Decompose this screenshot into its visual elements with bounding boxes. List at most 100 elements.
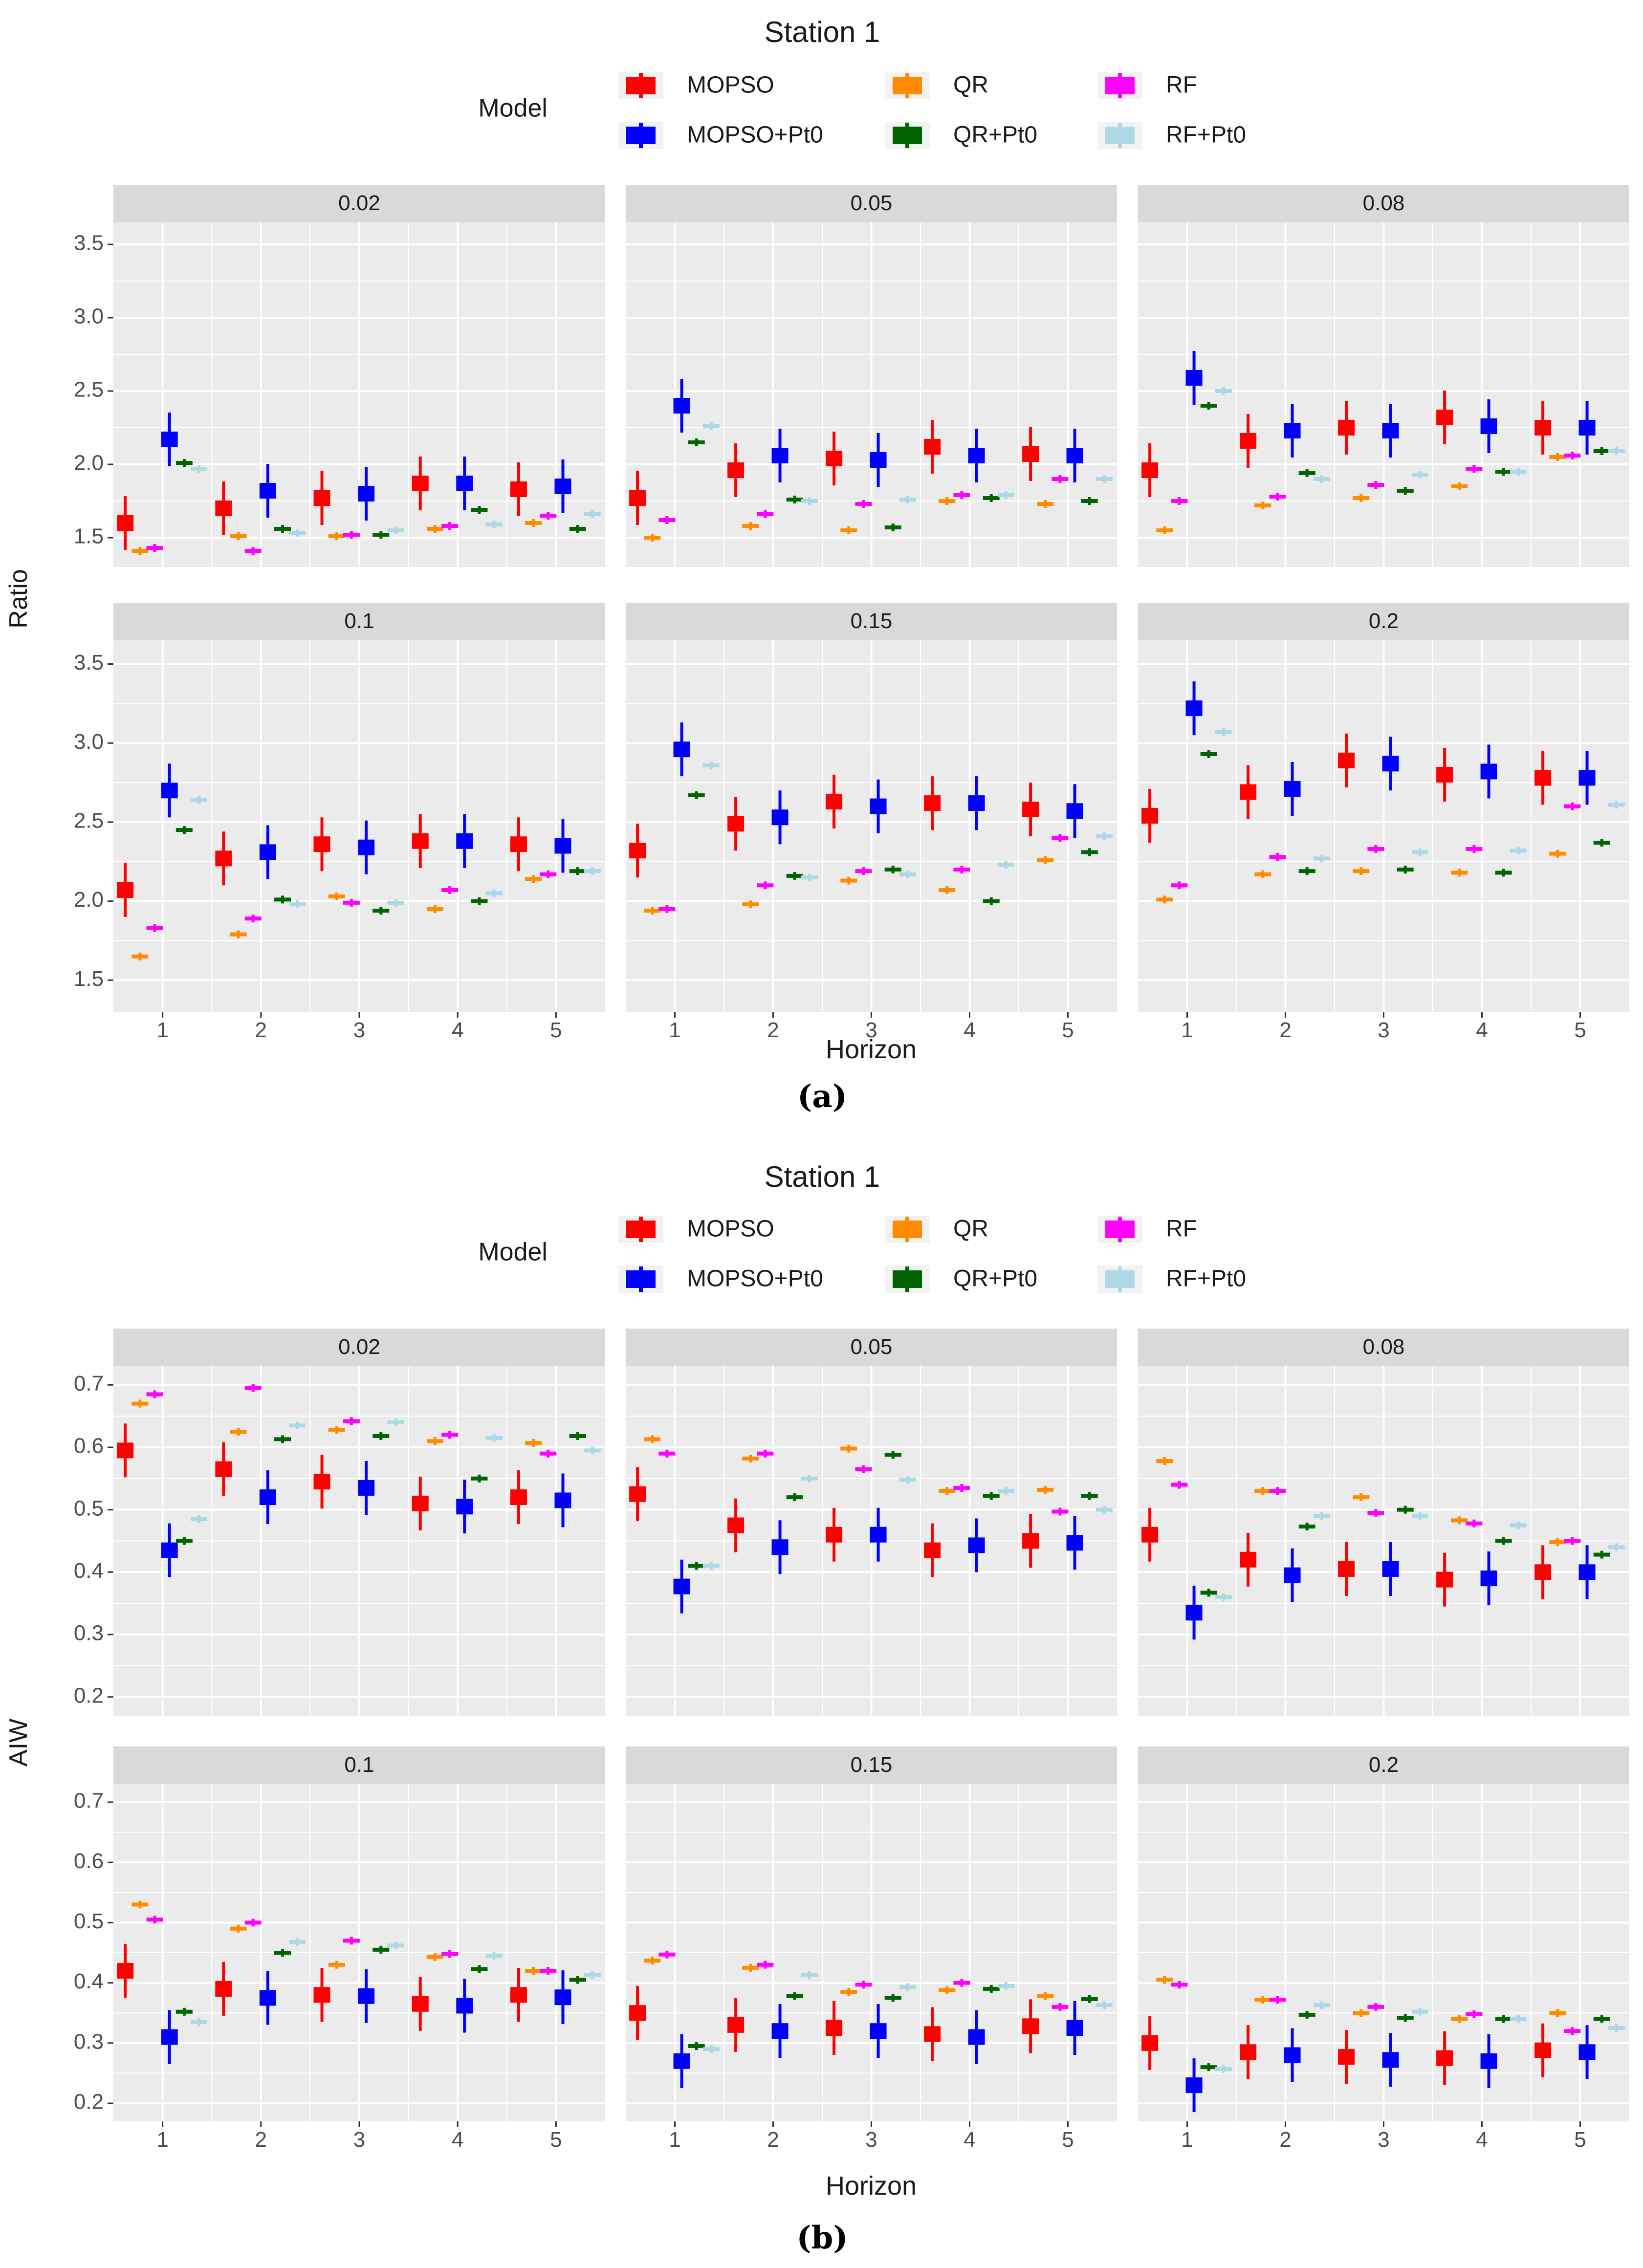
box-body xyxy=(884,1996,901,2000)
box-body xyxy=(161,1542,178,1558)
box-body xyxy=(328,894,345,898)
box-rf-pt0 xyxy=(801,1474,818,1483)
box-body xyxy=(313,1474,330,1490)
y-tick-label: 0.4 xyxy=(74,1969,104,1993)
box-body xyxy=(358,839,375,855)
box-rf xyxy=(757,881,774,890)
box-body xyxy=(786,1495,803,1500)
box-body xyxy=(1037,858,1054,862)
box-body xyxy=(131,549,149,553)
box-rf xyxy=(855,867,872,875)
box-body xyxy=(1095,477,1113,481)
legend-swatch xyxy=(626,1270,656,1288)
box-mopso xyxy=(1534,751,1552,805)
box-mopso-pt0 xyxy=(968,776,985,830)
box-mopso xyxy=(510,1470,527,1525)
box-body xyxy=(1095,1507,1113,1512)
legend-item: MOPSO+Pt0 xyxy=(618,1265,823,1293)
box-body xyxy=(688,2044,705,2048)
y-tick-label: 2.0 xyxy=(74,888,104,912)
box-body xyxy=(742,1965,759,1970)
box-rf xyxy=(343,898,360,907)
box-body xyxy=(899,1985,916,1989)
box-qr xyxy=(939,1487,956,1495)
box-mopso xyxy=(826,774,843,829)
box-qr xyxy=(840,1444,857,1453)
panel-label: 0.02 xyxy=(338,1335,380,1359)
box-body xyxy=(1510,1523,1527,1527)
box-body xyxy=(801,875,818,880)
box-mopso-pt0 xyxy=(161,1523,178,1577)
panel-label: 0.2 xyxy=(1369,609,1399,633)
box-qr-pt0 xyxy=(983,897,1000,905)
box-body xyxy=(230,1926,247,1931)
box-qr-pt0 xyxy=(884,1451,901,1459)
box-qr-pt0 xyxy=(471,506,488,514)
box-body xyxy=(1052,836,1069,840)
caption: (b) xyxy=(796,2220,848,2256)
panel-strip xyxy=(113,185,605,222)
box-mopso xyxy=(727,443,745,497)
box-body xyxy=(1480,763,1497,780)
panel-label: 0.05 xyxy=(851,191,893,215)
box-rf-pt0 xyxy=(1411,848,1428,856)
box-body xyxy=(1549,2011,1566,2015)
box-rf-pt0 xyxy=(485,1952,503,1960)
box-body xyxy=(1338,420,1355,436)
box-mopso-pt0 xyxy=(1480,744,1497,799)
caption: (a) xyxy=(797,1078,847,1115)
box-rf xyxy=(146,1390,163,1398)
box-body xyxy=(510,1489,527,1505)
box-body xyxy=(1215,2067,1232,2071)
box-body xyxy=(1495,2017,1512,2021)
legend-title: Model xyxy=(478,1238,548,1266)
legend-label: RF xyxy=(1166,72,1197,98)
box-rf xyxy=(343,1417,360,1425)
box-mopso-pt0 xyxy=(1284,762,1301,816)
box-rf xyxy=(540,870,557,878)
box-qr-pt0 xyxy=(983,1984,1000,1993)
box-body xyxy=(510,1987,527,2003)
chart-b: Station 1 Model MOPSO QR RF MOPSO+Pt0 QR+Pt0 RF… xyxy=(4,1160,1629,2256)
box-mopso-pt0 xyxy=(870,2004,887,2058)
box-mopso xyxy=(1240,414,1257,468)
box-body xyxy=(289,902,306,907)
box-body xyxy=(1171,1983,1188,1987)
box-qr-pt0 xyxy=(1200,2063,1217,2072)
box-body xyxy=(372,1434,390,1438)
box-rf-pt0 xyxy=(1510,847,1527,855)
box-rf xyxy=(146,544,163,552)
box-rf-pt0 xyxy=(702,422,720,430)
box-body xyxy=(146,546,163,550)
box-body xyxy=(289,1940,306,1944)
x-tick-label: 5 xyxy=(1062,2128,1073,2152)
box-qr-pt0 xyxy=(1298,867,1315,875)
box-mopso xyxy=(1436,2031,1453,2085)
box-body xyxy=(1534,770,1552,786)
y-tick-label: 0.3 xyxy=(74,2029,104,2053)
box-body xyxy=(1480,1570,1497,1587)
box-body xyxy=(1313,2003,1330,2007)
box-qr xyxy=(426,525,443,533)
box-qr-pt0 xyxy=(274,1949,291,1957)
box-mopso xyxy=(117,1943,134,1998)
box-body xyxy=(328,1428,345,1432)
box-body xyxy=(1254,1489,1271,1493)
box-rf xyxy=(1367,2003,1384,2011)
box-rf xyxy=(757,510,774,518)
box-body xyxy=(1466,2012,1483,2016)
box-qr-pt0 xyxy=(175,826,193,834)
box-body xyxy=(1397,2016,1414,2020)
box-body xyxy=(1171,1483,1188,1487)
box-body xyxy=(358,1988,375,2004)
box-mopso xyxy=(313,817,330,872)
box-body xyxy=(1171,883,1188,888)
panel-label: 0.02 xyxy=(338,191,380,215)
box-qr xyxy=(1549,453,1566,461)
box-rf-pt0 xyxy=(289,1421,306,1430)
box-body xyxy=(1353,2011,1370,2015)
box-body xyxy=(1578,770,1596,786)
box-body xyxy=(485,891,503,895)
panel-label: 0.15 xyxy=(851,609,893,633)
